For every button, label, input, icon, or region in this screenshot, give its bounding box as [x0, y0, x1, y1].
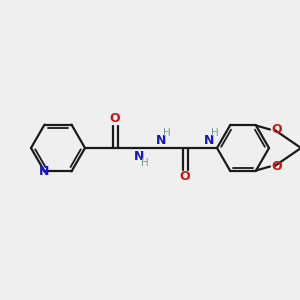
Text: N: N: [134, 149, 144, 163]
Text: O: O: [272, 123, 282, 136]
Text: N: N: [39, 165, 50, 178]
Text: H: H: [141, 158, 149, 168]
Text: N: N: [156, 134, 166, 146]
Text: O: O: [272, 160, 282, 173]
Text: H: H: [163, 128, 171, 138]
Text: N: N: [204, 134, 214, 146]
Text: H: H: [211, 128, 219, 138]
Text: O: O: [180, 170, 190, 184]
Text: O: O: [110, 112, 120, 125]
